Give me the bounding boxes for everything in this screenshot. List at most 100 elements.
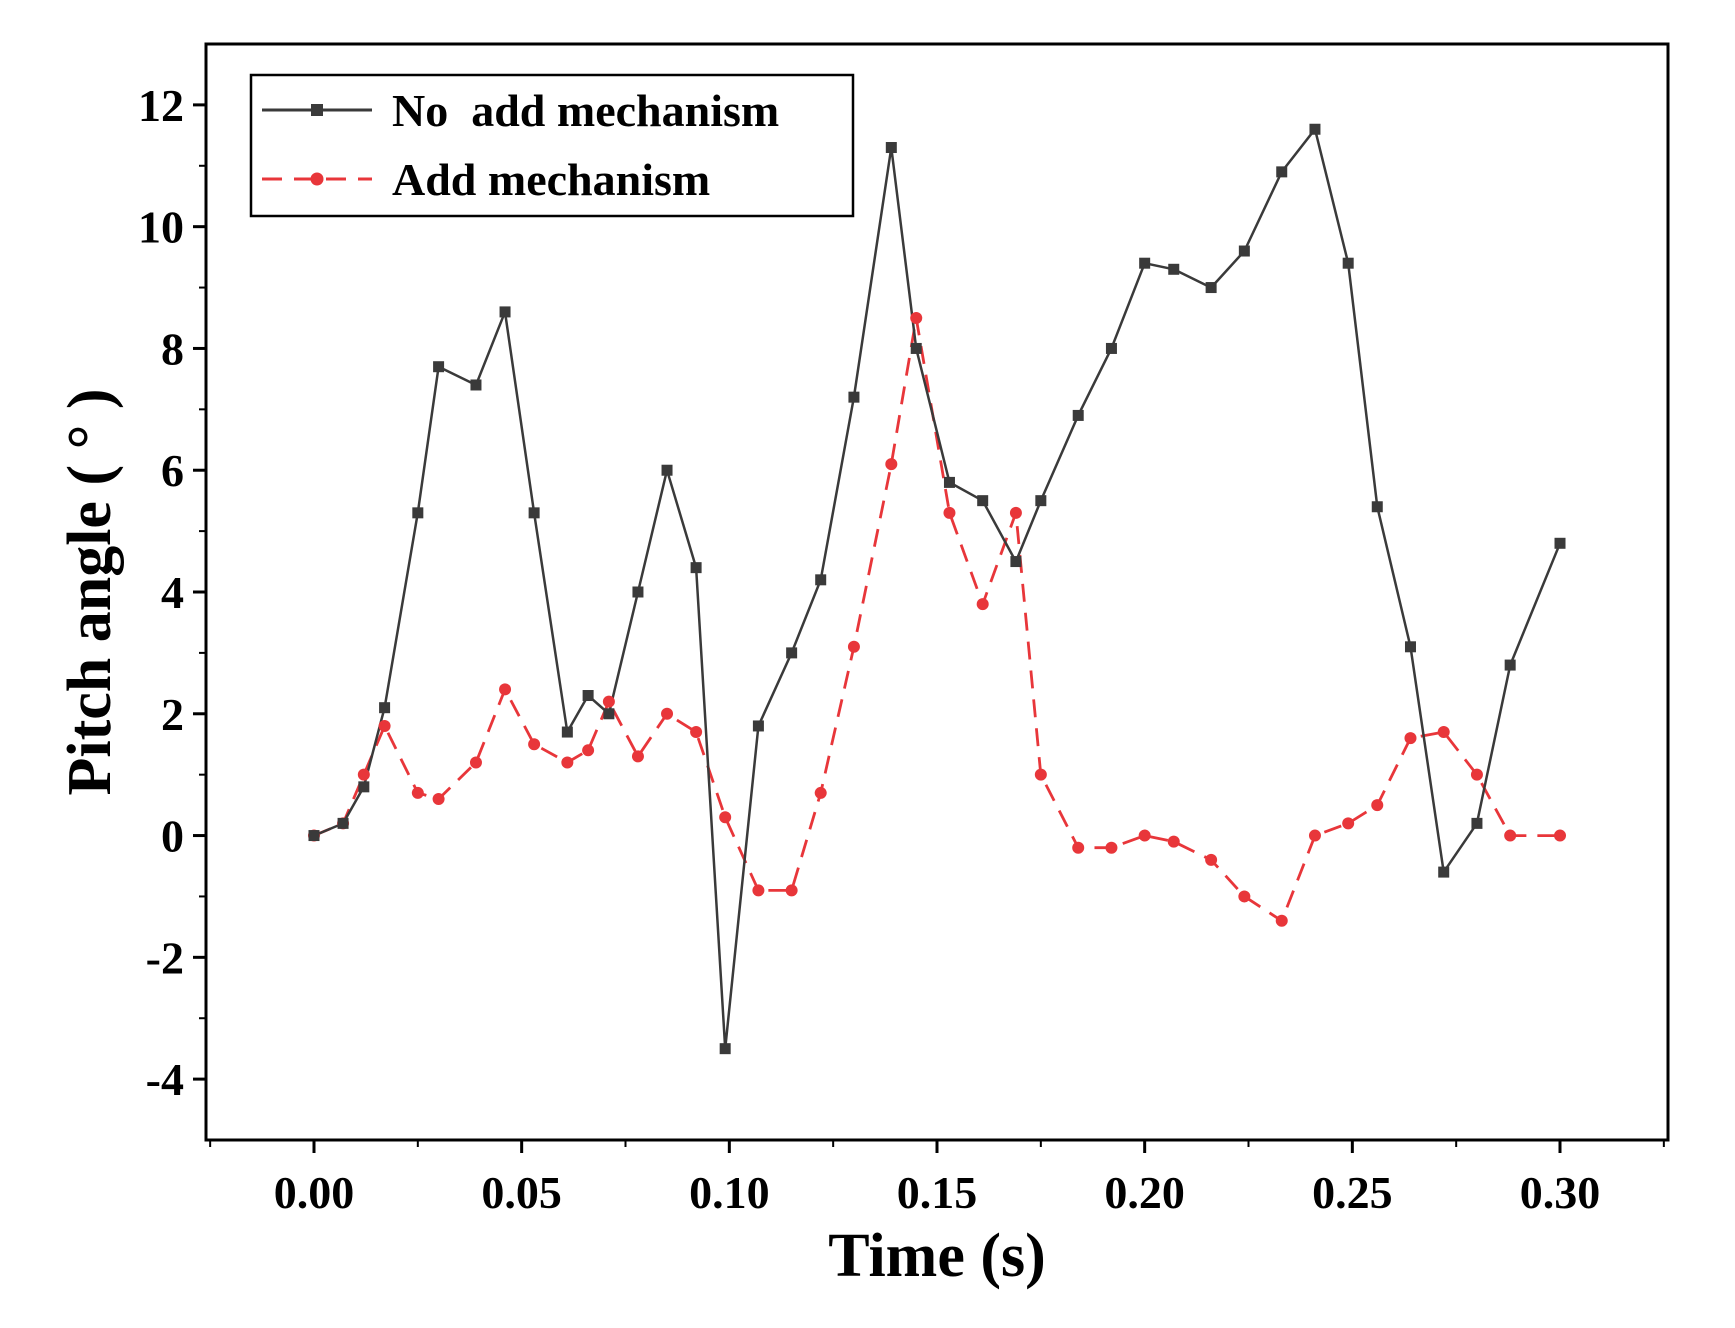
data-point-square xyxy=(1238,245,1250,257)
y-tick-label: 10 xyxy=(138,202,184,253)
legend-label-no-add-mechanism: No add mechanism xyxy=(392,85,779,136)
data-point-circle xyxy=(528,738,541,751)
x-tick-label: 0.30 xyxy=(1520,1167,1601,1218)
data-point-square xyxy=(308,830,320,842)
data-point-square xyxy=(1554,537,1566,549)
data-point-circle xyxy=(1437,726,1450,739)
data-point-circle xyxy=(1504,829,1517,842)
x-tick-label: 0.00 xyxy=(274,1167,355,1218)
data-point-circle xyxy=(1072,841,1085,854)
y-tick-label: 6 xyxy=(161,445,184,496)
data-point-circle xyxy=(847,640,860,653)
data-point-circle xyxy=(469,756,482,769)
data-point-circle xyxy=(499,683,512,696)
data-point-circle xyxy=(1308,829,1321,842)
data-point-circle xyxy=(1138,829,1151,842)
data-point-square xyxy=(1309,123,1321,135)
data-point-circle xyxy=(1554,829,1567,842)
legend-marker-square xyxy=(311,104,323,116)
data-point-square xyxy=(433,361,445,373)
data-point-square xyxy=(1168,263,1180,275)
data-point-circle xyxy=(378,719,391,732)
data-point-circle xyxy=(752,884,765,897)
x-tick-label: 0.05 xyxy=(481,1167,562,1218)
data-point-square xyxy=(1471,817,1483,829)
series-line-add-mechanism xyxy=(313,316,1560,923)
data-point-circle xyxy=(943,506,956,519)
y-tick-label: 2 xyxy=(161,689,184,740)
data-point-circle xyxy=(785,884,798,897)
data-point-square xyxy=(786,647,798,659)
x-tick-label: 0.20 xyxy=(1104,1167,1185,1218)
data-point-circle xyxy=(661,707,674,720)
data-point-square xyxy=(499,306,511,318)
data-point-circle xyxy=(719,811,732,824)
x-axis-title: Time (s) xyxy=(828,1222,1046,1290)
data-point-circle xyxy=(1034,768,1047,781)
y-axis: -4 -2 0 2 4 6 8 10 12 xyxy=(138,80,206,1105)
data-point-circle xyxy=(602,695,615,708)
data-point-square xyxy=(561,726,573,738)
data-point-circle xyxy=(1275,914,1288,927)
data-point-square xyxy=(582,690,594,702)
data-point-square xyxy=(379,702,391,714)
x-tick-label: 0.10 xyxy=(689,1167,770,1218)
data-point-circle xyxy=(1342,817,1355,830)
data-point-circle xyxy=(1238,890,1251,903)
data-point-square xyxy=(1371,501,1383,513)
data-point-square xyxy=(1105,342,1117,354)
data-point-circle xyxy=(1404,732,1417,745)
data-point-square xyxy=(719,1043,731,1055)
data-point-square xyxy=(1404,641,1416,653)
data-point-square xyxy=(1438,866,1450,878)
data-point-circle xyxy=(885,458,898,471)
data-point-square xyxy=(690,562,702,574)
data-point-circle xyxy=(690,726,703,739)
x-tick-label: 0.15 xyxy=(897,1167,978,1218)
y-axis-title: Pitch angle ( ° ) xyxy=(56,388,124,795)
data-point-square xyxy=(603,708,615,720)
data-point-circle xyxy=(1009,506,1022,519)
data-point-circle xyxy=(1105,841,1118,854)
y-tick-label: 4 xyxy=(161,567,184,618)
data-point-square xyxy=(1072,409,1084,421)
data-point-square xyxy=(337,817,349,829)
data-point-circle xyxy=(1205,853,1218,866)
data-point-square xyxy=(1276,166,1288,178)
data-point-square xyxy=(977,495,989,507)
data-point-circle xyxy=(411,786,424,799)
y-tick-label: 0 xyxy=(161,811,184,862)
data-point-square xyxy=(910,342,922,354)
data-point-circle xyxy=(814,786,827,799)
data-point-square xyxy=(470,379,482,391)
data-point-square xyxy=(528,507,540,519)
data-point-square xyxy=(1139,257,1151,269)
data-point-square xyxy=(885,142,897,154)
data-point-square xyxy=(1010,556,1022,568)
series-line-no-add-mechanism xyxy=(313,127,1562,1050)
legend: No add mechanism Add mechanism xyxy=(249,73,855,218)
data-point-square xyxy=(1035,495,1047,507)
data-point-square xyxy=(815,574,827,586)
x-tick-label: 0.25 xyxy=(1312,1167,1393,1218)
data-point-square xyxy=(1504,659,1516,671)
data-point-square xyxy=(358,781,370,793)
data-point-square xyxy=(661,464,673,476)
y-tick-label: 12 xyxy=(138,80,184,131)
data-point-circle xyxy=(582,744,595,757)
data-point-circle xyxy=(432,793,445,806)
y-tick-label: 8 xyxy=(161,323,184,374)
data-point-square xyxy=(1205,282,1217,294)
x-axis: 0.00 0.05 0.10 0.15 0.20 0.25 0.30 xyxy=(209,1140,1665,1218)
series-layer xyxy=(307,123,1567,1055)
data-point-square xyxy=(412,507,424,519)
data-point-square xyxy=(1342,257,1354,269)
legend-label-add-mechanism: Add mechanism xyxy=(392,154,710,205)
data-point-circle xyxy=(1167,835,1180,848)
data-point-circle xyxy=(1371,799,1384,812)
data-point-circle xyxy=(976,598,989,611)
data-point-circle xyxy=(631,750,644,763)
data-point-circle xyxy=(561,756,574,769)
